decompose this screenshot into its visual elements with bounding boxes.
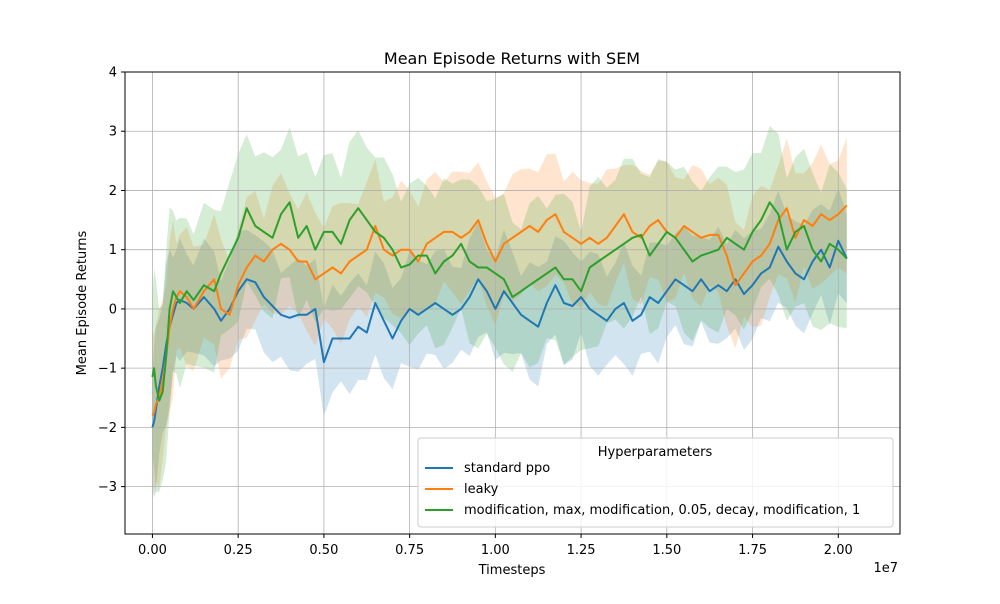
series-line-0 [151, 239, 848, 428]
y-tick-label: 4 [109, 66, 117, 81]
y-axis-label: Mean Episode Returns [75, 230, 90, 375]
y-tick-label: −1 [98, 362, 117, 377]
x-axis-label: Timesteps [478, 563, 546, 578]
series-lines [151, 201, 848, 428]
y-tick-label: 2 [109, 184, 117, 199]
legend-box [417, 437, 894, 528]
chart-title: Mean Episode Returns with SEM [384, 49, 640, 68]
x-tick-label: 0.00 [138, 543, 167, 558]
x-offset-label: 1e7 [873, 561, 898, 576]
y-axis-ticks: −3 −2 −1 0 1 2 3 4 [98, 66, 125, 495]
y-tick-label: −3 [98, 480, 117, 495]
x-tick-label: 0.50 [309, 543, 338, 558]
x-tick-label: 1.50 [652, 543, 681, 558]
sem-band-0 [152, 188, 847, 498]
y-tick-label: 0 [109, 302, 117, 317]
legend-items: standard ppo leaky modification, max, modi… [425, 461, 860, 518]
legend-title: Hyperparameters [598, 445, 713, 460]
x-axis-ticks: 0.00 0.25 0.50 0.75 1.00 1.25 1.50 1.75 2.00 [138, 534, 853, 558]
plot-frame [124, 71, 901, 535]
legend: Hyperparameters standard ppo leaky modific… [417, 437, 894, 528]
x-tick-label: 0.25 [224, 543, 253, 558]
legend-label: standard ppo [464, 461, 550, 476]
x-tick-label: 1.25 [567, 543, 596, 558]
y-tick-label: 3 [109, 125, 117, 140]
x-tick-label: 1.75 [738, 543, 767, 558]
x-tick-label: 2.00 [824, 543, 853, 558]
y-tick-label: 1 [109, 243, 117, 258]
series-line-2 [151, 201, 848, 402]
x-tick-label: 1.00 [481, 543, 510, 558]
legend-label: modification, max, modification, 0.05, d… [464, 503, 860, 518]
sem-band-1 [152, 137, 847, 501]
legend-label: leaky [464, 482, 499, 497]
y-tick-label: −2 [98, 421, 117, 436]
x-tick-label: 0.75 [395, 543, 424, 558]
